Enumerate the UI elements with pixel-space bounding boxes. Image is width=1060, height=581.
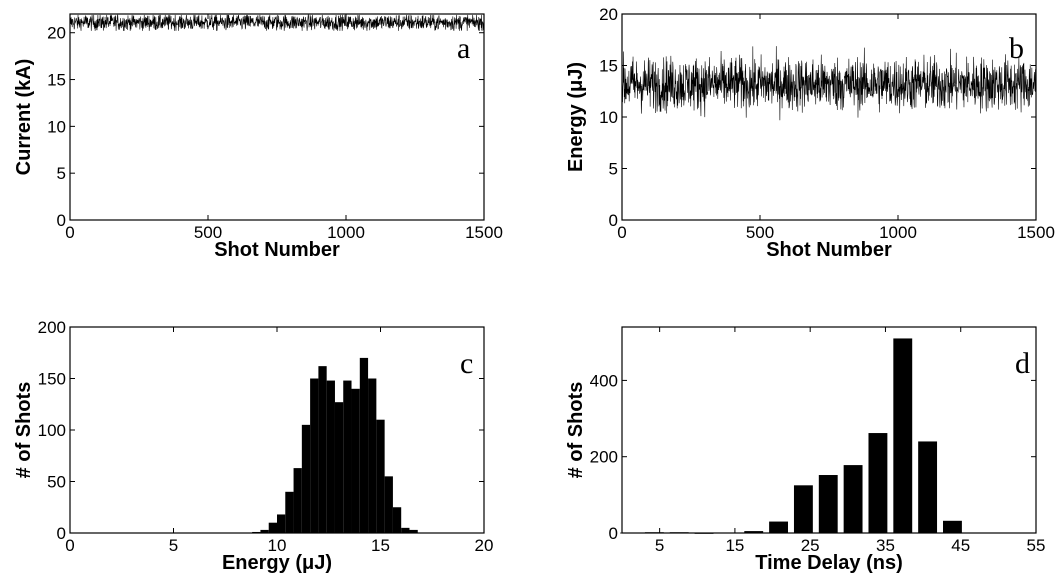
panel-c-ytick-label: 200 (38, 318, 66, 337)
panel-d-bar (843, 465, 863, 533)
panel-a-xtick-label: 1000 (327, 223, 365, 242)
panel-b-letter: b (1009, 32, 1024, 65)
panel-c-bar (351, 388, 360, 533)
panel-c-bar (392, 507, 402, 533)
panel-c-ylabel: # of Shots (13, 382, 35, 479)
panel-c-xlabel: Energy (μJ) (222, 552, 332, 574)
panel-d-axes-frame (621, 326, 1037, 534)
panel-d-marks (620, 338, 962, 534)
panel-d-xtick-label: 55 (1027, 536, 1046, 555)
panel-d-bar (943, 520, 962, 533)
panel-d-xlabel: Time Delay (ns) (755, 552, 902, 574)
panel-c-bar (384, 476, 393, 533)
panel-c-bar (310, 378, 319, 533)
panel-c-ytick-label: 150 (38, 370, 66, 389)
panel-d-xtick-label: 25 (801, 536, 820, 555)
panel-c-bar (293, 468, 302, 533)
panel-b-ytick-label: 5 (609, 160, 618, 179)
panel-a-ylabel: Current (kA) (13, 59, 35, 176)
panel-c-bar (401, 527, 410, 533)
panel-a-ytick-label: 10 (47, 117, 66, 136)
panel-c-xtick-label: 0 (65, 536, 74, 555)
panel-c-bar (268, 522, 277, 533)
panel-b-xtick-label: 1000 (879, 223, 917, 242)
panel-b-series-line (621, 46, 1037, 121)
panel-a-xtick-label: 1500 (465, 223, 503, 242)
panel-b-marks (621, 46, 1037, 121)
panel-d-letter: d (1015, 347, 1030, 380)
panel-c-ytick-label: 100 (38, 421, 66, 440)
panel-d-bar (893, 338, 913, 533)
panel-d-ytick-label: 0 (609, 524, 618, 543)
panel-a-letter: a (457, 32, 470, 65)
panel-a-ytick-label: 0 (57, 211, 66, 230)
panel-d-time-delay-histogram: 5 15 25 35 45 55 0 200 400 Time Delay (ns) # of … (565, 326, 1046, 574)
panel-a-xlabel: Shot Number (214, 239, 340, 261)
panel-c-bar (409, 529, 418, 533)
panel-a-axes-frame (69, 13, 485, 221)
panel-c-bar (318, 366, 327, 533)
panel-d-bar (868, 433, 888, 533)
panel-d-xtick-label: 45 (951, 536, 970, 555)
panel-d-bar (818, 475, 838, 533)
panel-d-xtick-label: 15 (725, 536, 744, 555)
panel-d-bar (769, 521, 789, 533)
panel-b-ytick-label: 10 (599, 108, 618, 127)
panel-c-bar (326, 380, 335, 533)
panel-a-current-vs-shot: 0 500 1000 1500 0 5 10 15 20 Shot Number Current… (13, 13, 503, 261)
panel-c-marks (252, 357, 418, 533)
panel-c-ytick-label: 50 (47, 473, 66, 492)
panel-a-ytick-label: 5 (57, 164, 66, 183)
panel-c-ytick-label: 0 (57, 524, 66, 543)
panel-c-bar (285, 491, 294, 533)
panel-b-energy-vs-shot: 0 500 1000 1500 0 5 10 15 20 Shot Number Energy … (565, 5, 1055, 261)
panel-b-xlabel: Shot Number (766, 239, 892, 261)
panel-c-bar (376, 419, 385, 533)
panel-a-xtick-label: 500 (194, 223, 222, 242)
panel-c-xtick-label: 15 (371, 536, 390, 555)
panel-c-xtick-label: 20 (475, 536, 494, 555)
panel-c-bar (343, 380, 352, 533)
panel-a-ytick-label: 20 (47, 24, 66, 43)
panel-d-xtick-label: 35 (876, 536, 895, 555)
panel-c-axes-frame (69, 326, 485, 534)
panel-b-xtick-label: 500 (746, 223, 774, 242)
panel-c-letter: c (460, 347, 473, 380)
panel-d-ylabel: # of Shots (565, 382, 587, 479)
panel-a-marks (69, 14, 485, 31)
panel-d-ticks: 5 15 25 35 45 55 0 200 400 (590, 327, 1046, 555)
panel-b-ticks: 0 500 1000 1500 0 5 10 15 20 (599, 5, 1055, 242)
panel-d-ytick-label: 200 (590, 448, 618, 467)
panel-d-xtick-label: 5 (655, 536, 664, 555)
panel-d-bar (744, 531, 764, 533)
panel-c-bar (368, 378, 377, 533)
panel-c-bar (260, 529, 269, 533)
panel-b-xtick-label: 0 (617, 223, 626, 242)
panel-b-ylabel: Energy (μJ) (565, 62, 587, 172)
panel-a-xtick-label: 0 (65, 223, 74, 242)
panel-b-ytick-label: 15 (599, 57, 618, 76)
panel-c-bar (334, 402, 344, 533)
panel-a-ticks: 0 500 1000 1500 0 5 10 15 20 (47, 14, 503, 242)
panel-b-ytick-label: 20 (599, 5, 618, 24)
panel-b-ytick-label: 0 (609, 211, 618, 230)
panel-c-xtick-label: 10 (268, 536, 287, 555)
panel-a-ytick-label: 15 (47, 71, 66, 90)
panel-d-bar (793, 485, 813, 533)
panel-d-ytick-label: 400 (590, 371, 618, 390)
panel-d-bar (918, 441, 938, 533)
panel-c-xtick-label: 5 (169, 536, 178, 555)
panel-a-series-line (69, 14, 485, 31)
panel-b-xtick-label: 1500 (1017, 223, 1055, 242)
panel-b-axes-frame (621, 13, 1037, 221)
panel-c-bar (277, 514, 286, 533)
panel-c-bar (301, 424, 311, 533)
panel-c-bar (359, 357, 369, 533)
